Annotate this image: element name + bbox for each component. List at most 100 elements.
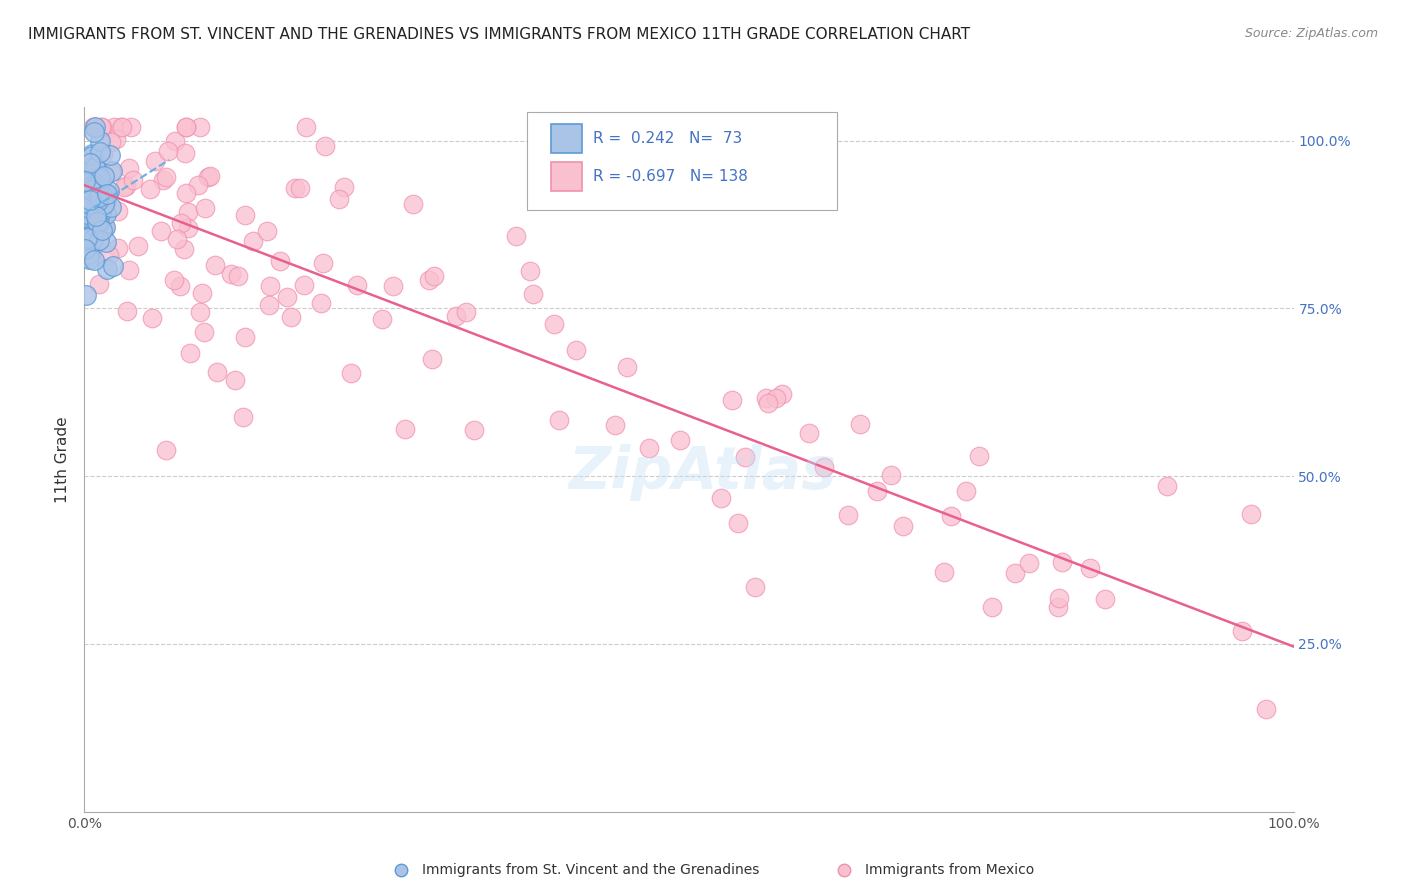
Point	[75, 200, 97, 214]
Point	[402, 197, 425, 211]
Point	[91, 147, 114, 161]
Point	[75, 165, 97, 179]
Point	[543, 318, 565, 332]
Point	[173, 145, 195, 160]
Point	[76, 197, 98, 211]
Point	[79, 155, 101, 169]
Point	[197, 169, 219, 184]
Point	[77, 246, 100, 260]
Text: Source: ZipAtlas.com: Source: ZipAtlas.com	[1244, 27, 1378, 40]
Point	[77, 201, 100, 215]
Point	[112, 179, 135, 194]
Point	[727, 516, 749, 531]
Point	[603, 418, 626, 433]
Point	[101, 259, 124, 273]
Point	[1254, 702, 1277, 716]
Point	[80, 174, 103, 188]
Text: Immigrants from Mexico: Immigrants from Mexico	[865, 863, 1033, 877]
Point	[83, 252, 105, 267]
Text: R =  0.242   N=  73: R = 0.242 N= 73	[593, 131, 742, 145]
Point	[866, 483, 889, 498]
Point	[187, 178, 209, 193]
Point	[82, 120, 104, 135]
Point	[233, 208, 256, 222]
Point	[79, 194, 101, 208]
Point	[174, 120, 197, 135]
Point	[79, 179, 101, 194]
Point	[891, 519, 914, 533]
Point	[100, 135, 122, 149]
Point	[120, 120, 142, 135]
Point	[314, 139, 336, 153]
Point	[463, 423, 485, 437]
Point	[519, 264, 541, 278]
Point	[83, 193, 105, 207]
Point	[616, 360, 638, 375]
Point	[86, 165, 108, 179]
Point	[82, 190, 104, 204]
Text: R = -0.697   N= 138: R = -0.697 N= 138	[593, 169, 748, 184]
Point	[981, 600, 1004, 615]
Point	[75, 250, 97, 264]
Point	[1230, 624, 1253, 639]
Point	[170, 216, 193, 230]
Point	[205, 365, 228, 379]
Point	[456, 305, 478, 319]
Point	[269, 254, 291, 268]
Point	[83, 150, 105, 164]
Point	[756, 396, 779, 410]
Point	[849, 417, 872, 431]
Point	[107, 204, 129, 219]
Point	[84, 205, 107, 219]
Point	[744, 580, 766, 594]
Point	[309, 296, 332, 310]
Point	[765, 391, 787, 405]
Point	[76, 206, 98, 220]
Point	[103, 120, 125, 135]
Y-axis label: 11th Grade: 11th Grade	[55, 416, 70, 503]
Point	[76, 225, 98, 239]
Point	[80, 183, 103, 197]
Point	[79, 247, 101, 261]
Point	[242, 234, 264, 248]
Point	[837, 508, 859, 522]
Point	[226, 268, 249, 283]
Point	[143, 153, 166, 168]
Point	[169, 279, 191, 293]
Point	[333, 180, 356, 194]
Point	[94, 186, 117, 201]
Point	[98, 148, 121, 162]
Point	[155, 443, 177, 458]
Point	[1094, 592, 1116, 607]
Point	[232, 409, 254, 424]
Point	[93, 197, 115, 211]
Point	[94, 235, 117, 249]
Point	[219, 268, 242, 282]
Point	[83, 160, 105, 174]
Point	[444, 310, 467, 324]
Point	[233, 329, 256, 343]
Point	[87, 190, 110, 204]
Point	[505, 229, 527, 244]
Point	[770, 386, 793, 401]
Point	[163, 273, 186, 287]
Point	[82, 226, 104, 240]
Point	[1239, 508, 1261, 522]
Point	[941, 509, 963, 524]
Point	[89, 170, 111, 185]
Point	[188, 305, 211, 319]
Point	[174, 120, 197, 135]
Point	[1004, 566, 1026, 580]
Text: IMMIGRANTS FROM ST. VINCENT AND THE GRENADINES VS IMMIGRANTS FROM MEXICO 11TH GR: IMMIGRANTS FROM ST. VINCENT AND THE GREN…	[28, 27, 970, 42]
Point	[73, 187, 96, 202]
Point	[156, 144, 179, 158]
Point	[1050, 555, 1073, 569]
Point	[89, 216, 111, 230]
Point	[89, 145, 111, 160]
Point	[84, 120, 107, 135]
Point	[90, 168, 112, 182]
Point	[76, 202, 98, 217]
Point	[224, 373, 246, 387]
Point	[117, 303, 139, 318]
Point	[522, 286, 544, 301]
